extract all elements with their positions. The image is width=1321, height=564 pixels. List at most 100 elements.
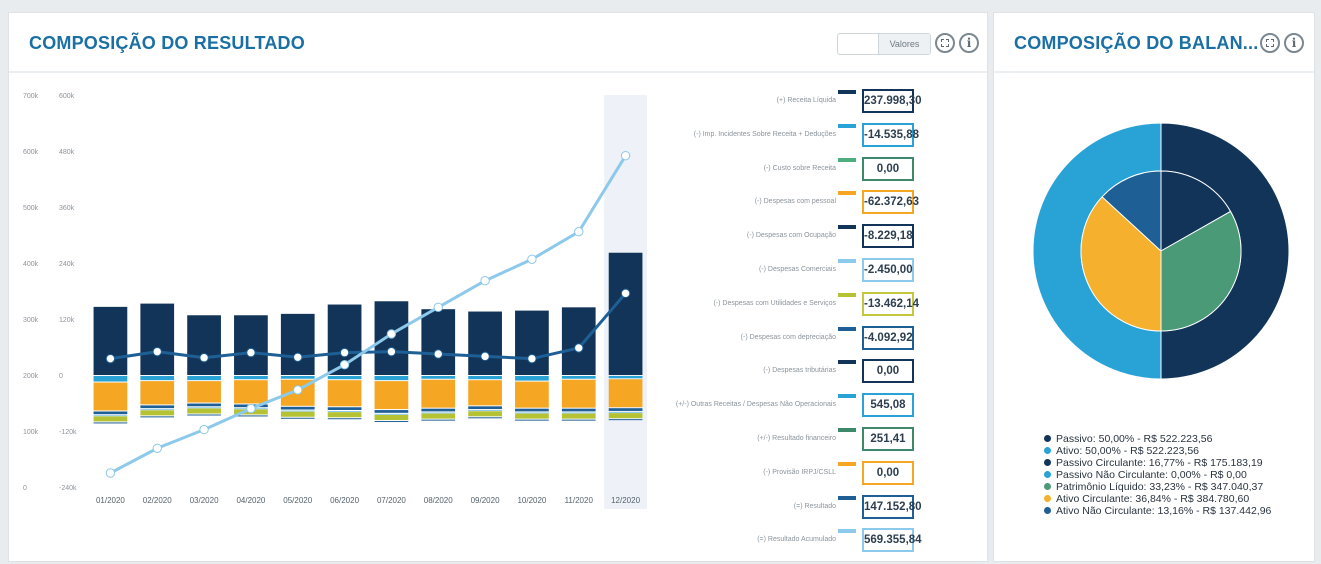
info-icon[interactable]: i (1284, 33, 1304, 53)
pie-legend-item[interactable]: Passivo: 50,00% - R$ 522.223,56 (1044, 433, 1271, 445)
line-point[interactable] (433, 349, 443, 359)
legend-item[interactable]: (-) Despesas com Utilidades e Serviços -1… (609, 291, 919, 316)
bar-segment[interactable] (280, 406, 315, 410)
bar-segment[interactable] (515, 419, 549, 421)
pie-legend-item[interactable]: Patrimônio Líquido: 33,23% - R$ 347.040,… (1044, 481, 1271, 493)
bar-segment[interactable] (421, 412, 456, 414)
bar-segment[interactable] (608, 419, 643, 421)
line-point[interactable] (105, 468, 116, 478)
bar-segment[interactable] (234, 315, 268, 375)
bar-segment[interactable] (515, 412, 549, 414)
bar-segment[interactable] (468, 417, 502, 419)
bar-segment[interactable] (327, 380, 362, 407)
bar-segment[interactable] (515, 381, 549, 408)
values-toggle[interactable]: Valores (837, 33, 931, 55)
legend-item[interactable]: (-) Despesas tributárias 0,00 (609, 359, 914, 384)
bar-segment[interactable] (608, 408, 643, 411)
bar-segment[interactable] (93, 416, 128, 422)
bar-segment[interactable] (561, 412, 596, 414)
pie-legend-item[interactable]: Ativo: 50,00% - R$ 522.223,56 (1044, 445, 1271, 457)
bar-segment[interactable] (140, 410, 175, 416)
pie-legend-item[interactable]: Passivo Circulante: 16,77% - R$ 175.183,… (1044, 457, 1271, 469)
line-point[interactable] (293, 352, 303, 362)
bar-segment[interactable] (468, 380, 502, 406)
bar-segment[interactable] (187, 414, 221, 416)
bar-segment[interactable] (421, 419, 456, 421)
bar-segment[interactable] (608, 413, 643, 419)
bar-segment[interactable] (280, 376, 315, 379)
bar-segment[interactable] (93, 382, 128, 411)
legend-item[interactable]: (-) Despesas com depreciação -4.092,92 (609, 325, 914, 350)
bar-segment[interactable] (93, 306, 128, 375)
line-point[interactable] (480, 276, 490, 286)
bar-segment[interactable] (608, 379, 643, 408)
bar-segment[interactable] (515, 376, 549, 381)
bar-segment[interactable] (327, 418, 362, 420)
bar-segment[interactable] (327, 411, 362, 412)
bar-segment[interactable] (187, 315, 221, 375)
bar-segment[interactable] (140, 405, 175, 409)
legend-item[interactable]: (+/-) Outras Receitas / Despesas Não Ope… (609, 393, 914, 418)
bar-segment[interactable] (140, 376, 175, 381)
line-point[interactable] (105, 353, 116, 364)
legend-item[interactable]: (-) Custo sobre Receita 0,00 (609, 156, 914, 181)
bar-segment[interactable] (468, 376, 502, 380)
line-point[interactable] (527, 353, 537, 364)
bar-segment[interactable] (374, 421, 409, 423)
legend-item[interactable]: (=) Resultado Acumulado 569.355,84 (609, 528, 922, 553)
bar-segment[interactable] (280, 410, 315, 412)
inner-slice[interactable] (1160, 170, 1232, 252)
bar-segment[interactable] (234, 376, 268, 380)
line-point[interactable] (386, 346, 397, 357)
bar-segment[interactable] (93, 376, 128, 382)
legend-item[interactable]: (=) Resultado 147.152,80 (609, 494, 922, 519)
bar-segment[interactable] (140, 409, 175, 411)
line-point[interactable] (620, 288, 631, 299)
bar-segment[interactable] (561, 376, 596, 379)
toggle-off-side[interactable] (838, 34, 879, 54)
pie-legend-item[interactable]: Ativo Circulante: 36,84% - R$ 384.780,60 (1044, 493, 1271, 505)
bar-segment[interactable] (374, 414, 409, 421)
bar-segment[interactable] (93, 415, 128, 417)
bar-segment[interactable] (93, 411, 128, 415)
line-point[interactable] (480, 351, 490, 362)
inner-slice[interactable] (1160, 210, 1242, 332)
bar-segment[interactable] (421, 408, 456, 412)
line-point[interactable] (574, 227, 584, 237)
bar-segment[interactable] (608, 411, 643, 413)
bar-segment[interactable] (561, 413, 596, 419)
bar-segment[interactable] (468, 311, 502, 375)
legend-item[interactable]: (+/-) Resultado financeiro 251,41 (609, 427, 914, 451)
bar-segment[interactable] (515, 408, 549, 412)
legend-item[interactable]: (-) Despesas com Ocupação -8.229,18 (609, 224, 914, 249)
line-point[interactable] (246, 403, 256, 414)
pie-legend-item[interactable]: Ativo Não Circulante: 13,16% - R$ 137.44… (1044, 505, 1271, 517)
bar-segment[interactable] (187, 408, 221, 414)
inner-slice[interactable] (1101, 170, 1162, 253)
fullscreen-icon[interactable] (1260, 33, 1280, 53)
bar-segment[interactable] (234, 415, 268, 417)
bar-segment[interactable] (374, 381, 409, 410)
bar-segment[interactable] (187, 407, 221, 409)
bar-segment[interactable] (421, 379, 456, 408)
line-point[interactable] (293, 385, 303, 395)
bar-segment[interactable] (561, 408, 596, 412)
bar-segment[interactable] (608, 376, 643, 379)
bar-segment[interactable] (468, 406, 502, 410)
bar-segment[interactable] (561, 307, 596, 375)
bar-segment[interactable] (561, 419, 596, 421)
bar-segment[interactable] (187, 381, 221, 403)
bar-segment[interactable] (468, 411, 502, 417)
line-point[interactable] (339, 347, 350, 358)
info-icon[interactable]: i (959, 33, 979, 53)
line-point[interactable] (339, 360, 350, 370)
bar-segment[interactable] (187, 376, 221, 381)
line-point[interactable] (527, 254, 537, 264)
bar-segment[interactable] (515, 310, 549, 375)
line-point[interactable] (152, 346, 162, 357)
bar-segment[interactable] (468, 410, 502, 412)
line-point[interactable] (574, 343, 584, 353)
bar-segment[interactable] (140, 303, 175, 375)
line-point[interactable] (620, 150, 631, 161)
line-point[interactable] (246, 347, 256, 358)
